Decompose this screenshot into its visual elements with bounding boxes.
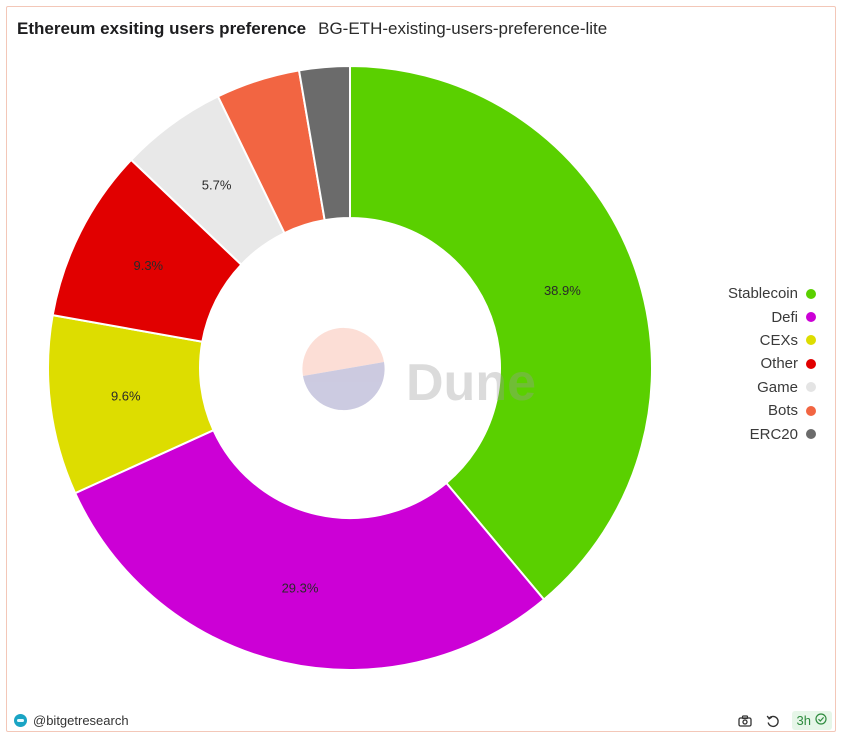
slice-label-other: 9.3% [133,258,163,273]
legend-label: Stablecoin [727,285,798,303]
camera-icon[interactable] [736,712,754,730]
chart-title: Ethereum exsiting users preference [17,19,307,38]
author-credit[interactable]: @bitgetresearch [14,713,129,728]
chart-header: Ethereum exsiting users preference BG-ET… [17,19,607,39]
query-name: BG-ETH-existing-users-preference-lite [318,19,608,38]
legend-label: Defi [771,308,798,326]
author-handle: @bitgetresearch [33,713,129,728]
check-circle-icon [815,713,827,728]
legend-swatch [806,405,816,416]
legend-swatch [806,382,816,393]
legend-item-other[interactable]: Other [728,352,816,375]
legend-item-game[interactable]: Game [728,376,816,399]
legend-swatch [806,288,816,299]
slice-label-stablecoin: 38.9% [544,283,581,298]
legend-item-defi[interactable]: Defi [728,305,816,328]
legend-label: CEXs [759,331,798,349]
legend-swatch [806,312,816,323]
slice-label-game: 5.7% [202,178,232,193]
dune-watermark: Dune [302,327,536,412]
slice-stablecoin[interactable] [349,64,653,601]
author-avatar [14,714,27,727]
legend-swatch [806,358,816,369]
chart-legend: Stablecoin Defi CEXs Other Game Bots ERC20 [728,282,816,446]
legend-label: ERC20 [749,425,798,443]
legend-swatch [806,335,816,346]
slice-erc20[interactable] [297,64,351,222]
legend-item-cexs[interactable]: CEXs [728,329,816,352]
legend-label: Game [757,378,798,396]
legend-item-bots[interactable]: Bots [728,399,816,422]
legend-item-erc20[interactable]: ERC20 [728,422,816,445]
slice-defi[interactable] [73,428,546,671]
legend-item-stablecoin[interactable]: Stablecoin [728,282,816,305]
chart-actions: 3h [736,711,832,730]
legend-label: Bots [767,402,798,420]
freshness-badge: 3h [791,711,832,730]
legend-swatch [806,429,816,440]
freshness-age: 3h [796,713,811,728]
slice-label-defi: 29.3% [282,580,319,595]
legend-label: Other [760,355,798,373]
slice-label-cexs: 9.6% [111,388,141,403]
watermark-text: Dune [406,354,536,412]
refresh-icon[interactable] [764,712,782,730]
